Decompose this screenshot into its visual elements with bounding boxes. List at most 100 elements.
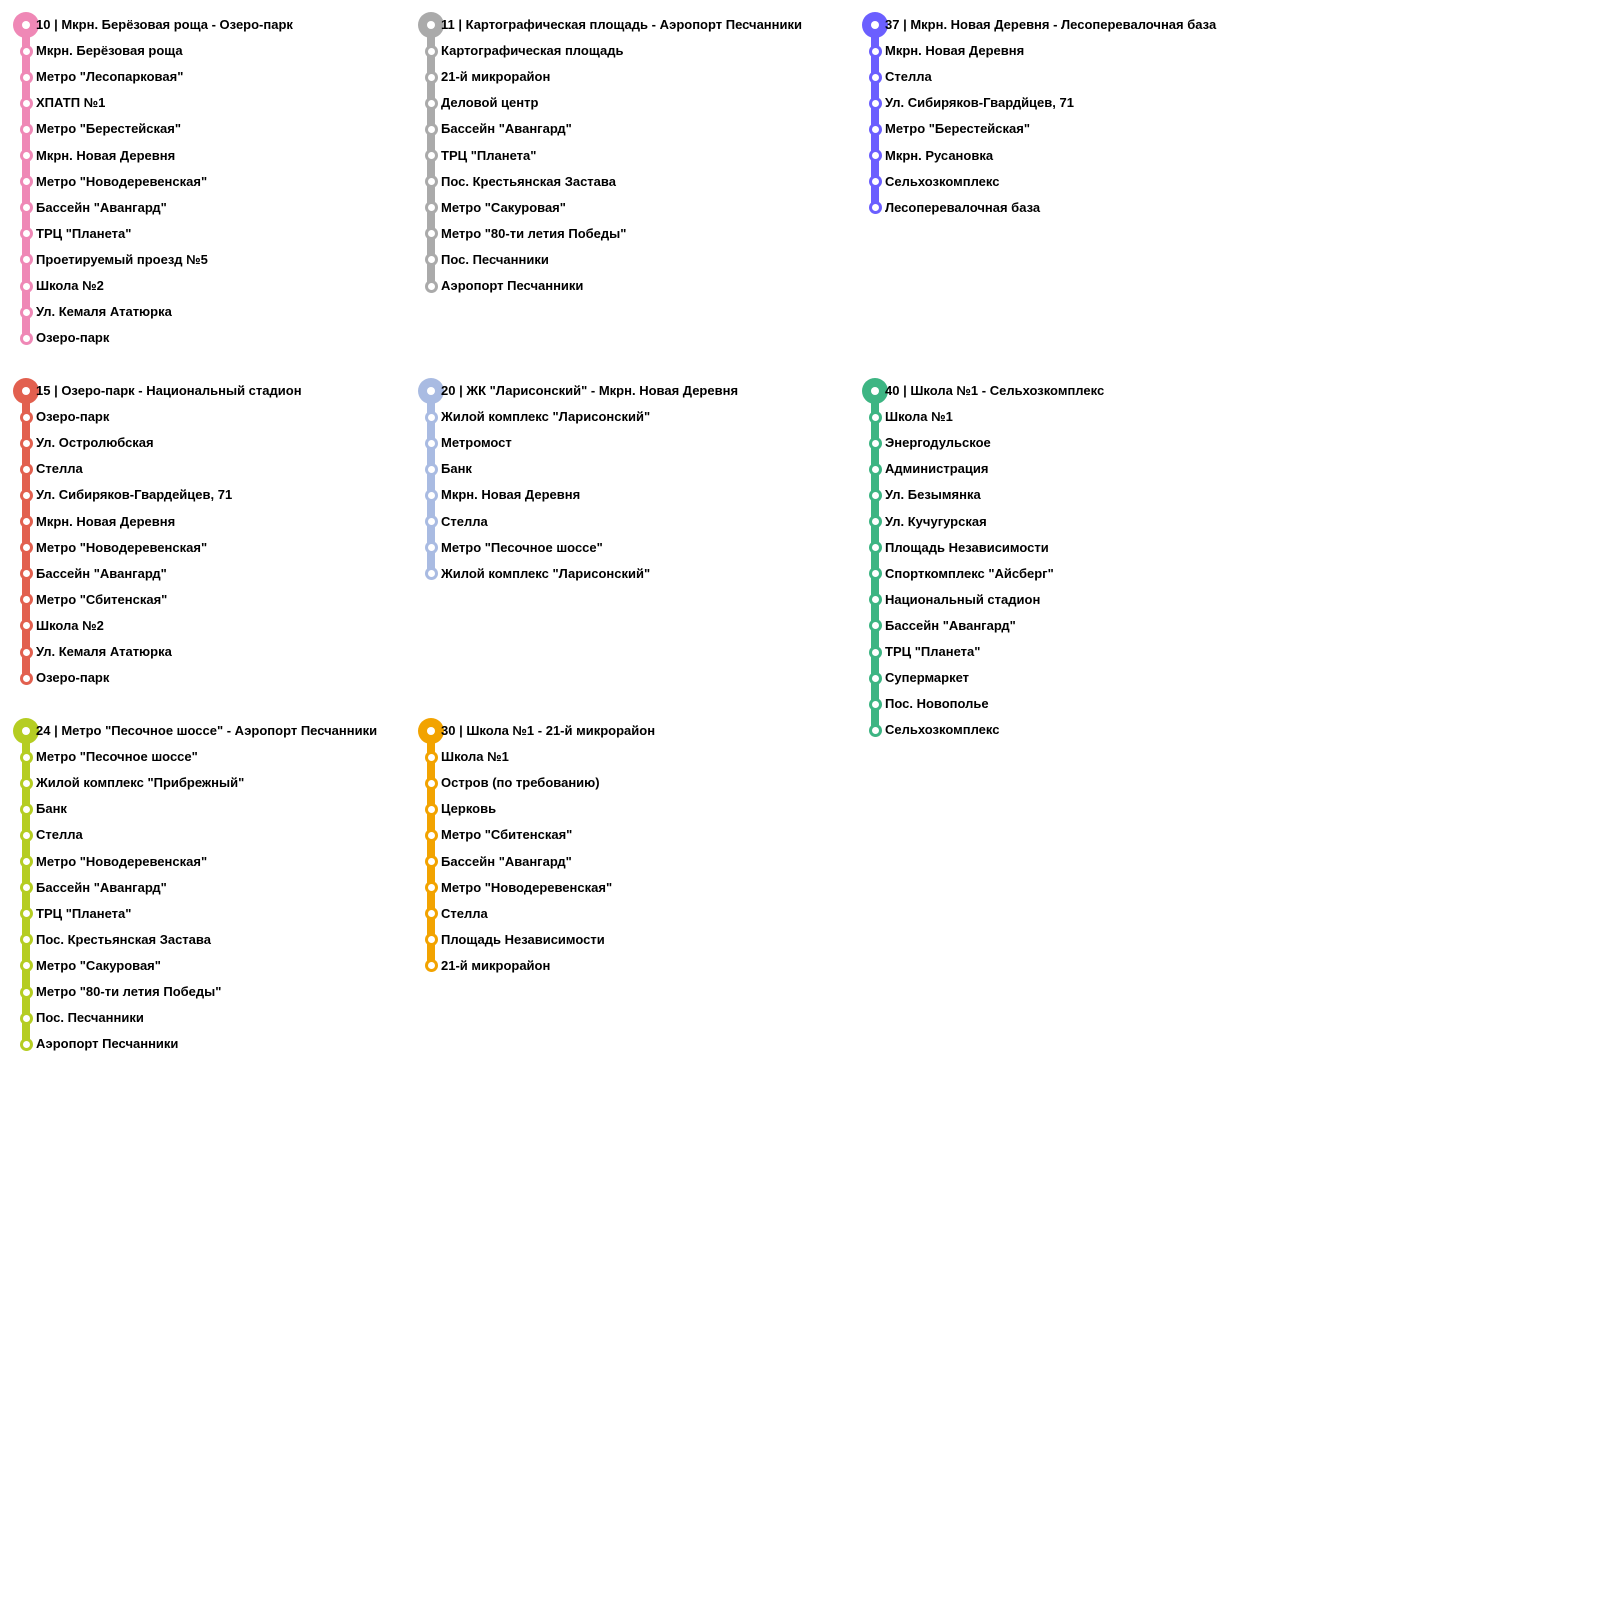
stop-label: Бассейн "Авангард"	[885, 617, 1016, 633]
stop-label: Метро "80-ти летия Победы"	[441, 225, 627, 241]
stop-label: Лесоперевалочная база	[885, 199, 1041, 215]
route-marker-icon	[418, 12, 444, 38]
stop-icon	[19, 750, 33, 764]
stop-icon	[19, 907, 33, 921]
stop-icon	[424, 201, 438, 215]
route-marker-icon	[862, 12, 888, 38]
stop-icon	[19, 855, 33, 868]
route-marker-icon	[418, 378, 444, 404]
stop-label: 21-й микрорайон	[441, 957, 551, 973]
stop-icon	[424, 776, 438, 790]
stop-icon	[868, 593, 882, 607]
stop-icon	[19, 933, 33, 947]
stop-label: Метро "80-ти летия Победы"	[36, 984, 222, 999]
stop-label: Ул. Сибиряков-Гвардейцев, 71	[36, 487, 233, 503]
stop-label: Стелла	[441, 905, 488, 921]
stop-label: Ул. Кучугурская	[885, 513, 987, 529]
stop-icon	[868, 567, 882, 581]
stop-label: Метро "Берестейская"	[36, 121, 182, 137]
route-title: 11 | Картографическая площадь - Аэропорт…	[441, 17, 803, 32]
stop-label: Национальный стадион	[885, 591, 1041, 607]
stop-icon	[868, 410, 882, 424]
stop-icon	[868, 149, 882, 162]
stop-icon	[424, 149, 438, 162]
stop-label: Метро "Песочное шоссе"	[441, 539, 603, 555]
stop-label: Стелла	[441, 513, 488, 529]
stop-icon	[868, 44, 882, 58]
stop-label: Мкрн. Берёзовая роща	[36, 43, 183, 59]
stop-label: Озеро-парк	[36, 409, 110, 425]
stop-icon	[19, 515, 33, 528]
stop-label: Пос. Крестьянская Застава	[36, 931, 211, 947]
stop-icon	[19, 331, 33, 345]
stop-icon	[868, 462, 882, 476]
stop-icon	[424, 515, 438, 528]
stop-icon	[19, 985, 33, 999]
stop-label: Метро "Новодеревенская"	[441, 879, 613, 895]
route-title: 30 | Школа №1 - 21-й микрорайон	[441, 723, 656, 738]
stop-icon	[424, 907, 438, 921]
stop-icon	[424, 70, 438, 84]
stop-icon	[424, 462, 438, 476]
stop-icon	[424, 959, 438, 973]
stop-label: Церковь	[441, 801, 497, 817]
stop-icon	[19, 436, 33, 450]
stop-icon	[424, 855, 438, 868]
stop-icon	[19, 593, 33, 607]
stop-icon	[424, 436, 438, 450]
stop-icon	[868, 488, 882, 502]
stop-icon	[19, 201, 33, 215]
stop-label: Ул. Кемаля Ататюрка	[36, 304, 172, 320]
stop-label: Жилой комплекс "Прибрежный"	[36, 775, 245, 791]
stop-label: Ул. Остролюбская	[36, 435, 154, 451]
route-title: 20 | ЖК "Ларисонский" - Мкрн. Новая Дере…	[441, 383, 739, 398]
stop-label: ТРЦ "Планета"	[36, 905, 132, 921]
stop-icon	[19, 44, 33, 58]
stop-icon	[424, 44, 438, 58]
stop-icon	[19, 175, 33, 189]
stop-label: Мкрн. Новая Деревня	[36, 147, 176, 163]
stop-label: Школа №2	[36, 617, 104, 633]
stop-icon	[19, 96, 33, 110]
stop-label: Пос. Песчанники	[441, 251, 549, 267]
stop-icon	[19, 776, 33, 790]
stop-icon	[424, 488, 438, 502]
stop-icon	[19, 122, 33, 136]
stop-label: Деловой центр	[441, 95, 539, 111]
route-title: 40 | Школа №1 - Сельхозкомплекс	[885, 383, 1105, 398]
stop-label: Мкрн. Новая Деревня	[441, 487, 581, 503]
stop-icon	[424, 253, 438, 267]
stop-label: Метро "Новодеревенская"	[36, 173, 208, 189]
stop-label: Метро "Сакуровая"	[36, 957, 161, 973]
stop-icon	[424, 933, 438, 947]
stop-label: Метро "Лесопарковая"	[36, 69, 184, 85]
stop-icon	[19, 305, 33, 319]
stop-label: Площадь Независимости	[885, 539, 1049, 555]
route-title: 24 | Метро "Песочное шоссе" - Аэропорт П…	[36, 723, 378, 738]
stop-label: Жилой комплекс "Ларисонский"	[441, 409, 651, 425]
stop-label: Ул. Безымянка	[885, 487, 981, 503]
route-title: 10 | Мкрн. Берёзовая роща - Озеро-парк	[36, 17, 293, 32]
route-line	[22, 391, 30, 679]
stop-icon	[19, 70, 33, 84]
stop-label: Спорткомплекс "Айсберг"	[885, 565, 1054, 581]
stop-label: Школа №2	[36, 278, 104, 293]
stop-label: Метро "Новодеревенская"	[36, 539, 208, 555]
stop-icon	[19, 541, 33, 555]
stop-label: Проетируемый проезд №5	[36, 251, 208, 267]
stop-label: 21-й микрорайон	[441, 69, 551, 85]
stop-icon	[19, 227, 33, 241]
stop-label: Школа №1	[885, 409, 953, 425]
stop-label: Стелла	[36, 827, 83, 843]
stop-label: Стелла	[36, 461, 83, 477]
stop-label: Банк	[441, 461, 472, 477]
stop-icon	[19, 253, 33, 267]
stop-label: Озеро-парк	[36, 330, 110, 346]
stop-icon	[868, 96, 882, 110]
stop-label: Метро "Сбитенская"	[441, 827, 573, 843]
stop-icon	[424, 227, 438, 241]
stop-label: Мкрн. Новая Деревня	[36, 513, 176, 529]
route-marker-icon	[13, 378, 39, 404]
stop-icon	[424, 802, 438, 816]
stop-label: Бассейн "Авангард"	[441, 121, 572, 137]
